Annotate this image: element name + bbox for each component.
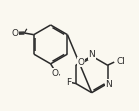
Text: N: N xyxy=(88,50,95,59)
Text: O: O xyxy=(52,68,59,78)
Text: O: O xyxy=(78,57,85,66)
Text: O: O xyxy=(11,29,18,38)
Text: F: F xyxy=(66,78,71,87)
Text: N: N xyxy=(105,80,112,89)
Text: Cl: Cl xyxy=(116,57,125,66)
